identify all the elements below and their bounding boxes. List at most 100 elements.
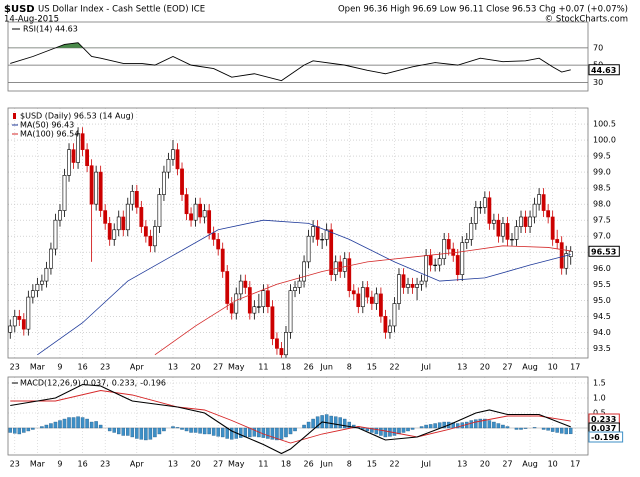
- x-tick-label: Jul: [420, 460, 431, 469]
- histogram-bar: [180, 427, 184, 430]
- candle-body: [211, 232, 216, 240]
- histogram-bar: [483, 418, 487, 429]
- histogram-bar: [67, 417, 71, 429]
- histogram-bar: [442, 421, 446, 429]
- histogram-bar: [89, 421, 94, 429]
- histogram-bar: [474, 419, 478, 429]
- histogram-bar: [121, 427, 126, 436]
- histogram-bar: [62, 418, 67, 429]
- histogram-bar: [248, 427, 252, 438]
- candle-body: [21, 319, 26, 330]
- candle-body: [279, 348, 284, 356]
- candle-body: [76, 133, 80, 163]
- x-tick-label: 20: [480, 460, 490, 469]
- histogram-bar: [333, 416, 338, 429]
- candle-body: [388, 325, 392, 333]
- value-box-label: 0.233: [591, 415, 616, 424]
- candle-body: [482, 197, 487, 208]
- x-tick-label: 13: [457, 460, 467, 469]
- x-tick-label: Mar: [30, 460, 46, 469]
- candle-body: [446, 239, 451, 250]
- plot: [8, 108, 588, 358]
- x-tick-label: 27: [213, 460, 223, 469]
- candle-body: [306, 235, 311, 263]
- candle-body: [555, 239, 560, 243]
- candle-body: [162, 171, 166, 195]
- candle-body: [510, 239, 514, 241]
- candle-body: [26, 296, 31, 330]
- histogram-bar: [523, 427, 528, 429]
- histogram-bar: [216, 427, 220, 437]
- legend-label: 0.233,: [112, 379, 137, 388]
- legend: MACD(12,26,9) 0.037, 0.233, -0.196: [12, 379, 166, 388]
- candle-body: [80, 133, 85, 150]
- candle-body: [519, 216, 523, 227]
- histogram-bar: [112, 427, 116, 433]
- histogram-bar: [71, 417, 76, 429]
- candle-body: [89, 165, 94, 205]
- legend-swatch: [13, 113, 16, 119]
- candle-body: [329, 229, 334, 275]
- overbought-fill: [10, 42, 571, 48]
- candle-body: [455, 255, 460, 275]
- histogram-bar: [401, 427, 406, 433]
- x-tick-label: 26: [303, 460, 313, 469]
- histogram-bar: [315, 416, 320, 429]
- x-tick-label: 10: [548, 460, 558, 469]
- candle-body: [107, 223, 112, 240]
- candle-body: [365, 287, 370, 298]
- candle-body: [442, 239, 447, 259]
- candle-body: [17, 316, 22, 320]
- candle-body: [568, 250, 573, 258]
- candle-body: [550, 216, 555, 240]
- histogram-bar: [306, 421, 311, 429]
- histogram-bar: [8, 427, 13, 433]
- candle-body: [166, 158, 171, 173]
- x-tick-label: Aug: [522, 460, 538, 469]
- histogram-bar: [487, 420, 492, 429]
- candle-body: [143, 226, 148, 237]
- candle-body: [12, 316, 17, 327]
- series-line: [37, 219, 571, 356]
- candle-body: [85, 149, 90, 166]
- x-tick-label: 11: [258, 460, 268, 469]
- candle-body: [369, 296, 374, 304]
- histogram-bar: [175, 427, 180, 429]
- histogram-bar: [338, 417, 342, 429]
- value-box: -0.196: [588, 431, 624, 443]
- value-box: 44.63: [588, 64, 620, 76]
- candle-body: [532, 203, 537, 218]
- x-tick-label: 22: [389, 363, 399, 372]
- candle-body: [528, 216, 532, 227]
- histogram-bar: [171, 426, 175, 429]
- candle-body: [49, 248, 53, 269]
- candle-body: [378, 293, 383, 317]
- candle-body: [491, 219, 496, 224]
- histogram-bar: [410, 427, 415, 430]
- histogram-bar: [266, 427, 270, 439]
- series-line: [10, 383, 571, 455]
- candle-body: [392, 303, 397, 327]
- histogram-bar: [239, 427, 243, 438]
- histogram-bar: [229, 427, 234, 440]
- candle-body: [496, 219, 501, 237]
- x-tick-label: 8: [347, 460, 352, 469]
- candle-body: [374, 293, 379, 304]
- histogram-bar: [193, 427, 198, 433]
- histogram-bar: [532, 427, 537, 429]
- candle-body: [288, 290, 293, 333]
- candle-body: [125, 203, 130, 231]
- histogram-bar: [130, 427, 135, 438]
- symbol: $USD: [4, 4, 35, 15]
- x-tick-label: 20: [480, 363, 490, 372]
- candle-body: [103, 210, 108, 224]
- x-tick-label: Jun: [319, 363, 333, 372]
- histogram-bar: [58, 420, 62, 429]
- candle-body: [270, 306, 275, 340]
- histogram-bar: [157, 427, 162, 435]
- histogram-bar: [370, 427, 374, 433]
- instrument-name: US Dollar Index - Cash Settle (EOD) ICE: [38, 5, 205, 15]
- value-box-label: -0.196: [591, 433, 620, 442]
- x-tick-label: 18: [281, 460, 291, 469]
